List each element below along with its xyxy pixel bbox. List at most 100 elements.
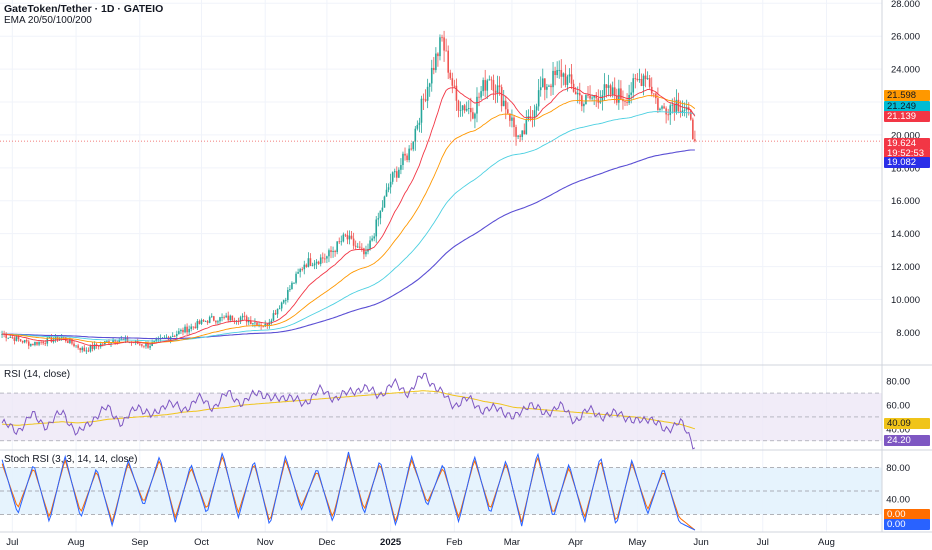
candle-body [340, 241, 343, 243]
stoch-rsi-pane[interactable] [0, 451, 882, 531]
candle-body [679, 110, 682, 113]
candle-body [420, 98, 423, 123]
candle-body [83, 347, 86, 352]
candle-body [101, 343, 104, 345]
candle-body [326, 256, 328, 259]
x-tick-label: Jun [693, 537, 708, 548]
candle-body [422, 98, 425, 100]
ema200-price-badge: 19.082 [884, 157, 930, 168]
candle-body [87, 350, 90, 352]
y-tick-label: 24.000 [891, 65, 920, 76]
x-tick-label: 2025 [380, 537, 402, 548]
candle-body [30, 343, 32, 346]
candle-body [692, 119, 694, 140]
candle-body [455, 85, 458, 101]
candle-body [615, 95, 618, 103]
candle-body [73, 343, 75, 347]
candle-body [467, 108, 470, 109]
candle-body [7, 337, 10, 339]
rsi-tick-label: 80.00 [886, 377, 910, 388]
price-pane[interactable] [0, 30, 882, 355]
candle-body [19, 339, 22, 341]
ema20-price-badge: 21.139 [884, 111, 930, 122]
candle-body [389, 181, 392, 188]
candle-body [445, 50, 447, 52]
candle-body [535, 106, 538, 111]
candle-body [539, 87, 542, 91]
candle-body [640, 79, 643, 86]
candle-body [558, 69, 561, 71]
y-tick-label: 28.000 [891, 0, 920, 10]
candle-body [529, 116, 532, 118]
candle-body [632, 78, 635, 93]
candle-body [482, 80, 484, 92]
rsi-pane[interactable] [0, 372, 882, 450]
candle-body [494, 90, 497, 93]
rsi-ma-badge: 40.09 [884, 418, 930, 429]
candle-body [241, 315, 244, 318]
candle-body [638, 79, 641, 81]
candle-body [305, 264, 308, 267]
candle-body [62, 336, 65, 338]
candle-body [328, 250, 330, 257]
candle-body [373, 236, 375, 239]
candle-body [657, 98, 659, 110]
grid-lines [0, 0, 882, 532]
candle-body [671, 104, 674, 106]
candle-body [661, 106, 663, 109]
y-tick-label: 8.000 [896, 328, 920, 339]
candle-body [474, 113, 476, 119]
candle-body [186, 326, 188, 333]
y-tick-label: 10.000 [891, 295, 920, 306]
x-tick-label: Aug [68, 537, 85, 548]
candle-body [620, 88, 622, 99]
candle-body [188, 328, 190, 333]
candle-body [210, 316, 213, 318]
candle-body [570, 74, 573, 84]
candle-body [280, 302, 283, 309]
x-tick-label: Jul [6, 537, 18, 548]
candle-body [363, 248, 365, 255]
candle-body [301, 269, 304, 270]
candle-body [262, 326, 264, 328]
candle-body [208, 317, 211, 323]
candle-body [626, 101, 628, 103]
candle-body [139, 343, 141, 345]
candle-body [502, 100, 505, 107]
candle-body [344, 234, 347, 236]
candle-body [515, 127, 517, 137]
candle-body [319, 257, 322, 264]
candle-body [291, 282, 293, 290]
candle-body [93, 344, 96, 349]
stoch-tick-label: 40.00 [886, 494, 910, 505]
candle-body [270, 320, 273, 323]
candle-body [517, 135, 519, 137]
candle-body [525, 119, 528, 135]
candle-body [465, 108, 468, 111]
candle-body [595, 95, 598, 99]
candle-body [398, 169, 400, 178]
candle-body [548, 85, 550, 87]
candle-body [443, 37, 445, 51]
candle-body [546, 86, 548, 90]
candle-body [648, 78, 651, 87]
candle-body [106, 341, 108, 342]
candle-body [77, 345, 79, 348]
chart-title: GateToken/Tether · 1D · GATEIO [4, 3, 164, 15]
candle-body [424, 99, 427, 101]
candle-body [537, 90, 540, 107]
candle-body [272, 313, 275, 321]
candle-body [182, 329, 184, 333]
x-tick-label: Oct [194, 537, 209, 548]
candle-body [178, 331, 180, 334]
x-tick-label: Mar [504, 537, 520, 548]
candle-body [196, 321, 199, 329]
y-tick-label: 26.000 [891, 32, 920, 43]
candle-body [453, 85, 456, 87]
candle-body [681, 110, 684, 113]
candle-body [252, 323, 254, 325]
y-tick-label: 14.000 [891, 229, 920, 240]
candle-body [118, 340, 121, 343]
candle-body [60, 336, 63, 339]
